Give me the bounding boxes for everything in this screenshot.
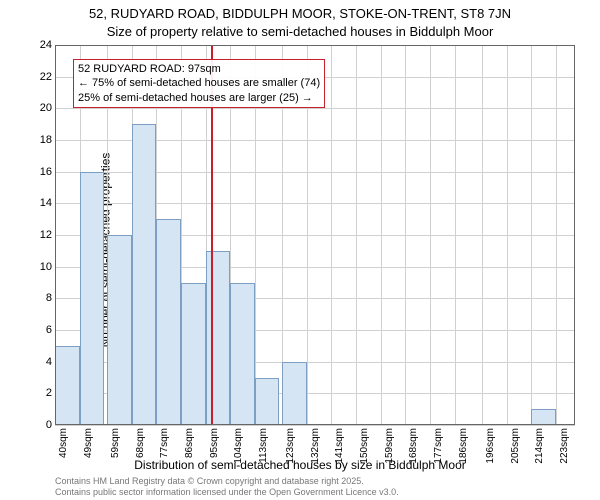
histogram-bar (80, 172, 105, 425)
y-tick: 2 (46, 387, 52, 399)
plot-area: 52 RUDYARD ROAD: 97sqm ← 75% of semi-det… (55, 45, 575, 425)
footer-line1: Contains HM Land Registry data © Crown c… (55, 476, 399, 487)
annotation-line2: ← 75% of semi-detached houses are smalle… (78, 76, 320, 90)
annotation-line1: 52 RUDYARD ROAD: 97sqm (78, 62, 320, 76)
grid-v (430, 45, 431, 425)
histogram-bar (255, 378, 280, 426)
y-tick: 6 (46, 324, 52, 336)
grid-v (405, 45, 406, 425)
grid-v (356, 45, 357, 425)
annotation-line3: 25% of semi-detached houses are larger (… (78, 91, 320, 105)
x-tick: 223sqm (559, 428, 570, 464)
histogram-bar (531, 409, 556, 425)
y-tick: 14 (40, 197, 52, 209)
grid-v (556, 45, 557, 425)
histogram-bar (282, 362, 307, 425)
y-tick: 10 (40, 261, 52, 273)
x-tick: 77sqm (159, 428, 170, 458)
y-tick: 4 (46, 356, 52, 368)
grid-v (507, 45, 508, 425)
x-tick: 205sqm (510, 428, 521, 464)
grid-v (482, 45, 483, 425)
histogram-bar (206, 251, 231, 425)
grid-v (455, 45, 456, 425)
y-tick: 0 (46, 419, 52, 431)
histogram-bar (132, 124, 157, 425)
marker-annotation: 52 RUDYARD ROAD: 97sqm ← 75% of semi-det… (73, 59, 325, 108)
y-tick: 24 (40, 39, 52, 51)
x-tick: 68sqm (135, 428, 146, 458)
x-tick: 49sqm (83, 428, 94, 458)
x-axis-label: Distribution of semi-detached houses by … (134, 458, 466, 472)
chart-footer: Contains HM Land Registry data © Crown c… (55, 476, 399, 498)
y-tick: 20 (40, 102, 52, 114)
histogram-bar (230, 283, 255, 426)
histogram-chart: 52, RUDYARD ROAD, BIDDULPH MOOR, STOKE-O… (0, 0, 600, 500)
grid-h (55, 425, 575, 426)
x-tick: 86sqm (184, 428, 195, 458)
histogram-bar (55, 346, 80, 425)
grid-h (55, 45, 575, 46)
x-tick: 214sqm (534, 428, 545, 464)
y-tick: 12 (40, 229, 52, 241)
histogram-bar (181, 283, 206, 426)
x-tick: 40sqm (58, 428, 69, 458)
chart-title-line1: 52, RUDYARD ROAD, BIDDULPH MOOR, STOKE-O… (89, 6, 511, 21)
y-tick: 8 (46, 292, 52, 304)
y-tick: 22 (40, 71, 52, 83)
x-tick: 196sqm (485, 428, 496, 464)
grid-v (531, 45, 532, 425)
grid-v (331, 45, 332, 425)
grid-v (381, 45, 382, 425)
chart-title-line2: Size of property relative to semi-detach… (107, 24, 494, 39)
y-tick: 16 (40, 166, 52, 178)
histogram-bar (107, 235, 132, 425)
x-tick: 95sqm (209, 428, 220, 458)
histogram-bar (156, 219, 181, 425)
x-tick: 59sqm (110, 428, 121, 458)
y-tick: 18 (40, 134, 52, 146)
footer-line2: Contains public sector information licen… (55, 487, 399, 498)
grid-h (55, 108, 575, 109)
